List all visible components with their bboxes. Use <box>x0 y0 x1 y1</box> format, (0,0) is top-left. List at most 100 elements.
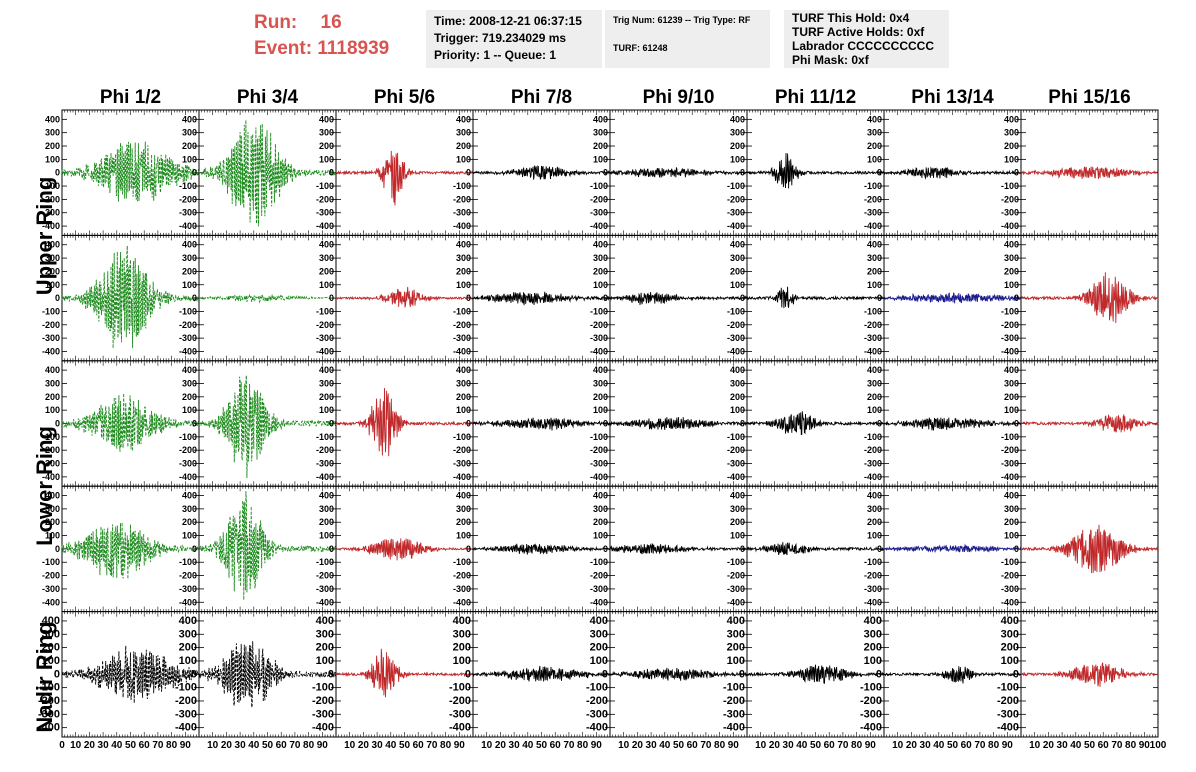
y-tick-label: 0 <box>55 544 60 554</box>
x-tick-label: 30 <box>98 740 110 751</box>
y-tick-label: -400 <box>38 722 60 734</box>
waveform-line <box>472 291 611 306</box>
y-tick-label: 200 <box>319 266 334 276</box>
y-tick-label: -200 <box>179 194 197 204</box>
turf-hold-text: TURF This Hold: 0x4 <box>792 11 910 25</box>
x-tick-label: 30 <box>509 740 521 751</box>
y-tick-label: 300 <box>730 378 745 388</box>
y-tick-label: -300 <box>179 208 197 218</box>
waveform-panel: 400 300 200 100 0 -100 -200 -300 -400 <box>42 360 200 487</box>
y-tick-label: 200 <box>1004 141 1019 151</box>
waveform-line <box>61 393 200 452</box>
y-tick-label: -300 <box>590 459 608 469</box>
y-tick-label: 300 <box>593 378 608 388</box>
x-tick-label: 80 <box>440 740 452 751</box>
waveform-line <box>746 152 885 189</box>
y-tick-label: 0 <box>192 419 197 429</box>
waveform-line <box>883 416 1022 431</box>
x-tick-label: 10 <box>481 740 493 751</box>
waveform-panel: 400 300 200 100 0 -100 -200 -300 -400 <box>42 234 200 362</box>
y-tick-label: 300 <box>727 628 745 640</box>
y-tick-label: -300 <box>179 584 197 594</box>
y-tick-label: 0 <box>192 293 197 303</box>
y-tick-label: -200 <box>1001 445 1019 455</box>
y-tick-label: 400 <box>1004 240 1019 250</box>
trigger-text: Trigger: 719.234029 ms <box>434 31 567 45</box>
y-tick-label: -100 <box>316 557 334 567</box>
waveform-panel: 400 300 200 100 0 -100 -200 -300 -400 <box>727 234 885 362</box>
y-tick-label: 200 <box>182 141 197 151</box>
y-tick-label: 300 <box>730 504 745 514</box>
y-tick-label: 0 <box>54 668 60 680</box>
waveform-line <box>609 291 748 306</box>
y-tick-label: -100 <box>453 181 471 191</box>
y-tick-label: 100 <box>456 154 471 164</box>
y-tick-label: 300 <box>593 128 608 138</box>
y-tick-label: -200 <box>316 194 334 204</box>
y-tick-label: -400 <box>42 472 60 482</box>
y-tick-label: 100 <box>319 154 334 164</box>
y-tick-label: -400 <box>312 722 334 734</box>
run-value: 16 <box>320 12 342 33</box>
y-tick-label: 0 <box>603 168 608 178</box>
y-tick-label: 400 <box>453 615 471 627</box>
x-tick-label: 90 <box>317 740 329 751</box>
y-tick-label: -300 <box>449 708 471 720</box>
y-tick-label: 400 <box>456 365 471 375</box>
y-tick-label: 0 <box>466 168 471 178</box>
y-tick-label: -400 <box>42 346 60 356</box>
waveform-panel: 400 300 200 100 0 -100 -200 -300 -400 <box>1001 109 1159 236</box>
y-tick-label: 400 <box>319 365 334 375</box>
x-tick-label: 20 <box>358 740 370 751</box>
x-tick-label: 0 <box>59 740 65 751</box>
waveform-panel: 400 300 200 100 0 -100 -200 -300 -400 <box>453 485 611 613</box>
y-tick-label: 400 <box>1004 365 1019 375</box>
y-tick-label: -300 <box>453 459 471 469</box>
time-text: Time: 2008-12-21 06:37:15 <box>434 14 582 28</box>
phi-mask-text: Phi Mask: 0xf <box>792 53 869 67</box>
y-tick-label: -400 <box>179 221 197 231</box>
y-tick-label: 200 <box>456 392 471 402</box>
waveform-line <box>198 120 337 227</box>
waveform-panel: 400 300 200 100 0 -100 -200 -300 -400 <box>1001 360 1159 487</box>
y-tick-label: 0 <box>877 419 882 429</box>
y-tick-label: -200 <box>1001 320 1019 330</box>
waveform-line <box>198 293 337 304</box>
y-tick-label: 300 <box>182 378 197 388</box>
y-tick-label: 100 <box>182 405 197 415</box>
y-tick-label: 100 <box>593 154 608 164</box>
y-tick-label: -200 <box>42 194 60 204</box>
y-tick-label: 300 <box>319 128 334 138</box>
y-tick-label: 400 <box>316 615 334 627</box>
y-tick-label: 0 <box>466 419 471 429</box>
y-tick-label: 400 <box>590 615 608 627</box>
y-tick-label: -200 <box>175 695 197 707</box>
y-tick-label: 200 <box>456 141 471 151</box>
y-tick-label: -200 <box>453 445 471 455</box>
x-tick-label: 60 <box>550 740 562 751</box>
y-tick-label: 0 <box>466 544 471 554</box>
y-tick-label: -400 <box>723 722 745 734</box>
y-tick-label: -200 <box>42 445 60 455</box>
y-tick-label: 0 <box>602 668 608 680</box>
y-tick-label: 100 <box>453 655 471 667</box>
y-tick-label: 100 <box>319 531 334 541</box>
y-tick-label: 400 <box>319 240 334 250</box>
y-tick-label: 300 <box>319 378 334 388</box>
y-tick-label: 300 <box>453 628 471 640</box>
y-tick-label: -200 <box>590 320 608 330</box>
y-tick-label: 100 <box>730 405 745 415</box>
y-tick-label: -100 <box>586 682 608 694</box>
waveform-panel: 400 300 200 100 0 -100 -200 -300 -400 <box>1001 485 1159 613</box>
y-tick-label: 200 <box>1004 517 1019 527</box>
time-panel: Time: 2008-12-21 06:37:15 Trigger: 719.2… <box>426 10 602 68</box>
y-tick-label: -100 <box>42 306 60 316</box>
y-tick-label: -100 <box>312 682 334 694</box>
waveform-line <box>1020 272 1159 324</box>
y-tick-label: 0 <box>603 293 608 303</box>
y-tick-label: -300 <box>727 584 745 594</box>
column-title: Phi 15/16 <box>1048 87 1131 108</box>
column-title: Phi 3/4 <box>236 87 299 108</box>
y-tick-label: -300 <box>312 708 334 720</box>
y-tick-label: 100 <box>45 405 60 415</box>
